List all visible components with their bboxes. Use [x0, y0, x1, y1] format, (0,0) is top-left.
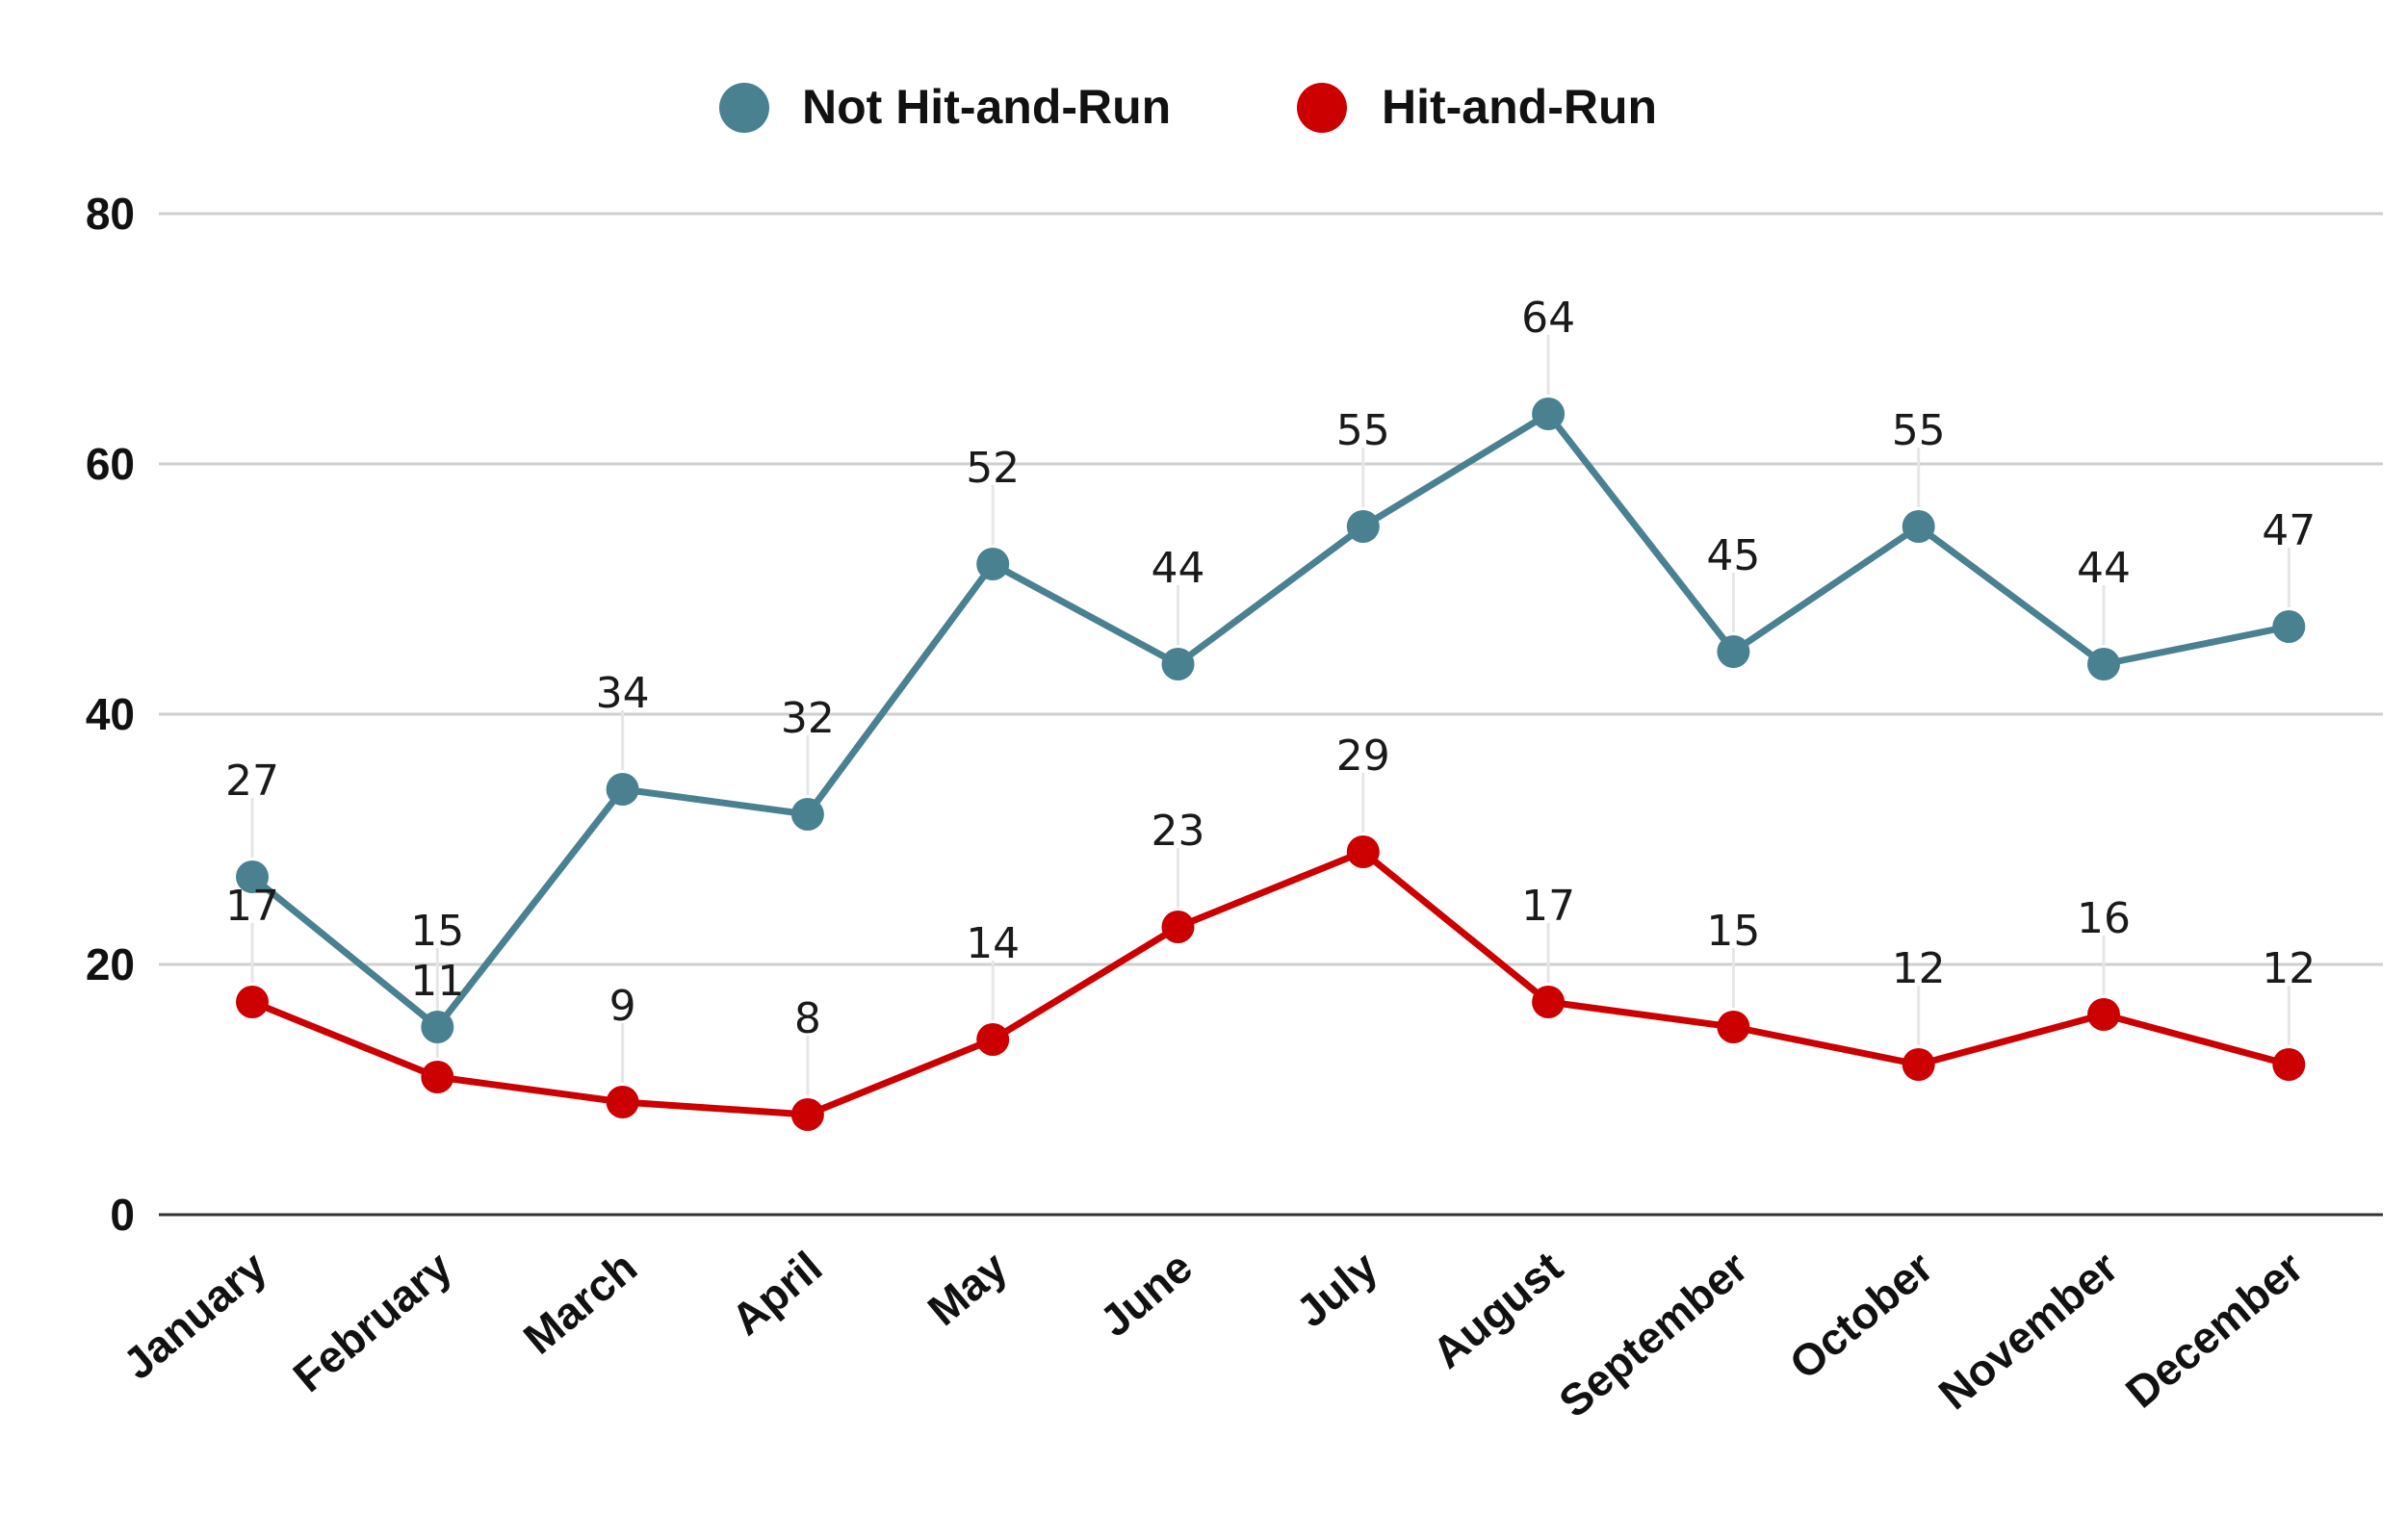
point-not-hit-and-run-january [236, 860, 269, 893]
data-label-not-hit-and-run-november: 44 [2077, 544, 2131, 593]
data-label-hit-and-run-november: 16 [2077, 894, 2131, 943]
data-label-not-hit-and-run-january: 27 [225, 757, 279, 806]
point-hit-and-run-september [1717, 1011, 1750, 1043]
point-hit-and-run-august [1532, 986, 1566, 1018]
data-label-not-hit-and-run-february: 15 [410, 907, 464, 956]
x-tick-label-october: October [1780, 1242, 1943, 1389]
y-axis: 0 20 40 60 80 [86, 189, 135, 1240]
point-not-hit-and-run-october [1902, 510, 1935, 543]
x-tick-label-july: July [1286, 1242, 1386, 1337]
point-not-hit-and-run-july [1346, 510, 1380, 543]
data-label-hit-and-run-january: 17 [225, 882, 279, 931]
data-label-hit-and-run-october: 12 [1892, 944, 1946, 993]
data-label-not-hit-and-run-september: 45 [1706, 531, 1760, 580]
data-label-not-hit-and-run-july: 55 [1336, 406, 1390, 455]
data-label-not-hit-and-run-april: 32 [781, 694, 835, 743]
series-lines [249, 410, 2291, 1118]
y-tick-label-20: 20 [86, 939, 135, 989]
data-label-hit-and-run-june: 23 [1152, 807, 1205, 856]
point-hit-and-run-may [976, 1023, 1010, 1056]
data-label-hit-and-run-march: 9 [609, 982, 636, 1031]
data-label-hit-and-run-april: 8 [794, 994, 821, 1043]
y-tick-label-60: 60 [86, 439, 135, 489]
legend-label-hit-and-run: Hit-and-Run [1382, 80, 1657, 134]
point-hit-and-run-april [790, 1098, 824, 1131]
series-line-hit-and-run [250, 848, 2291, 1118]
point-not-hit-and-run-february [421, 1011, 454, 1043]
x-tick-label-august: August [1423, 1242, 1572, 1378]
data-label-not-hit-and-run-may: 52 [966, 444, 1020, 493]
point-hit-and-run-february [421, 1061, 454, 1093]
x-tick-label-november: November [1929, 1242, 2128, 1420]
x-tick-label-june: June [1090, 1242, 1202, 1347]
data-label-hit-and-run-december: 12 [2262, 944, 2316, 993]
point-not-hit-and-run-may [976, 548, 1010, 580]
point-not-hit-and-run-december [2272, 610, 2306, 643]
x-tick-label-september: September [1549, 1242, 1757, 1427]
point-not-hit-and-run-april [790, 798, 824, 831]
series-points [236, 398, 2306, 1131]
gridlines [159, 212, 2383, 1217]
data-label-hit-and-run-february: 11 [410, 957, 464, 1006]
x-tick-label-april: April [722, 1242, 832, 1345]
legend-marker-hit-and-run [1297, 83, 1347, 133]
point-hit-and-run-march [606, 1086, 639, 1118]
point-not-hit-and-run-june [1161, 648, 1195, 680]
data-label-hit-and-run-august: 17 [1521, 882, 1575, 931]
x-tick-label-february: February [283, 1242, 461, 1402]
data-label-hit-and-run-july: 29 [1336, 732, 1390, 781]
data-labels: 27 15 34 32 52 44 55 64 45 55 44 47 17 11 9 8 14 23 29 17 15… [225, 294, 2316, 1043]
data-label-not-hit-and-run-march: 34 [596, 669, 650, 718]
x-tick-label-january: January [114, 1242, 276, 1390]
y-tick-label-40: 40 [86, 689, 135, 739]
series-line-not-hit-and-run [249, 410, 2290, 1031]
x-tick-label-december: December [2116, 1242, 2313, 1418]
point-not-hit-and-run-november [2087, 648, 2120, 680]
point-hit-and-run-june [1161, 911, 1195, 943]
legend-label-not-hit-and-run: Not Hit-and-Run [802, 80, 1171, 134]
data-label-hit-and-run-september: 15 [1706, 907, 1760, 956]
label-leader-lines [250, 335, 2291, 1095]
legend-marker-not-hit-and-run [719, 83, 769, 133]
point-hit-and-run-october [1902, 1048, 1935, 1081]
legend: Not Hit-and-Run Hit-and-Run [719, 80, 1657, 134]
point-not-hit-and-run-march [606, 773, 639, 806]
data-label-not-hit-and-run-october: 55 [1892, 406, 1946, 455]
point-not-hit-and-run-august [1532, 398, 1566, 430]
point-hit-and-run-january [236, 986, 269, 1018]
point-not-hit-and-run-september [1717, 635, 1750, 668]
data-label-not-hit-and-run-june: 44 [1152, 544, 1205, 593]
data-label-hit-and-run-may: 14 [966, 919, 1020, 968]
y-tick-label-0: 0 [110, 1190, 135, 1240]
x-tick-label-march: March [514, 1242, 646, 1364]
data-label-not-hit-and-run-august: 64 [1521, 294, 1575, 343]
point-hit-and-run-december [2272, 1048, 2306, 1081]
x-axis: January February March April May June July Augu… [114, 1242, 2313, 1427]
x-tick-label-may: May [919, 1242, 1017, 1336]
point-hit-and-run-november [2087, 998, 2120, 1031]
y-tick-label-80: 80 [86, 189, 135, 239]
point-hit-and-run-july [1346, 835, 1380, 868]
data-label-not-hit-and-run-december: 47 [2262, 506, 2316, 555]
